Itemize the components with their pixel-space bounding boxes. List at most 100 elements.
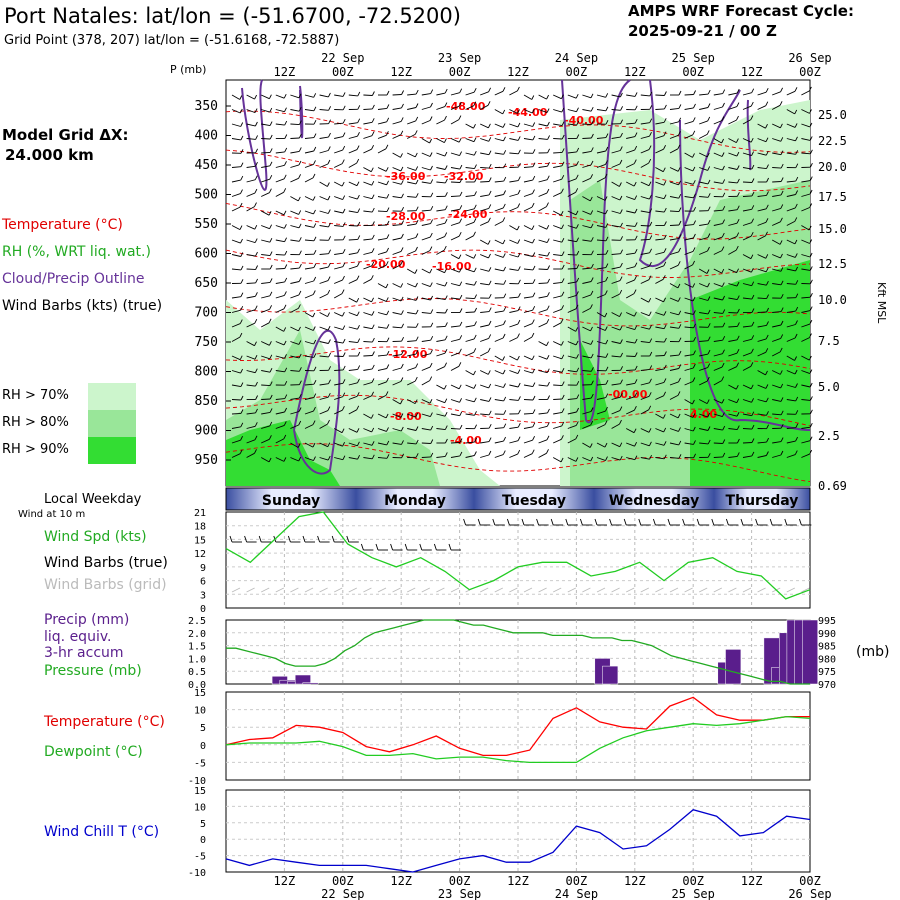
precip-tick: 2.0 <box>188 629 206 640</box>
top-hour-label: 00Z <box>332 65 354 79</box>
wind-barb <box>246 309 256 313</box>
wind-barb <box>582 457 591 462</box>
wind-barb-flag <box>415 193 419 198</box>
wind-barb-flag <box>751 321 755 327</box>
wind-barb-flag <box>239 319 243 324</box>
wind-barb <box>348 409 357 415</box>
bottom-hour-label: 12Z <box>741 874 763 888</box>
wind-barb-flag <box>663 221 667 226</box>
wind-barb <box>801 453 810 458</box>
wind-barb <box>567 424 577 429</box>
wind-barb <box>786 310 796 313</box>
wind-barb-flag <box>779 240 783 245</box>
wind-barb <box>436 236 445 241</box>
wind-barb <box>801 384 811 388</box>
wind-barb-flag <box>707 166 711 171</box>
wind-barb <box>786 220 796 226</box>
pressure-tick-label: 650 <box>195 276 218 291</box>
wind-barb <box>713 181 723 184</box>
wind-barb <box>582 177 591 183</box>
wind-barb <box>699 413 708 418</box>
pressure-tick-label: 900 <box>195 424 218 439</box>
wind-barb <box>348 297 357 303</box>
wind-barb <box>436 106 446 110</box>
wind-barb-flag <box>298 174 302 179</box>
wind-barb-flag <box>721 232 725 238</box>
wind-barb <box>421 181 431 184</box>
wind-barb <box>684 326 694 329</box>
wind-barb-flag <box>780 334 784 339</box>
wind-barb <box>377 264 387 270</box>
wind-barb <box>304 137 315 139</box>
wind-barb <box>450 297 460 300</box>
wind-barb <box>450 384 460 390</box>
legend-rh: RH (%, WRT liq. wat.) <box>2 244 151 260</box>
wind-barb <box>363 108 373 110</box>
wind-barb <box>567 457 577 462</box>
wind-barb-flag <box>517 189 521 195</box>
wind-barb <box>363 251 373 255</box>
wind-barb-flag <box>649 378 652 384</box>
wind-barb-flag <box>794 333 798 339</box>
wind-barb-flag <box>517 382 521 388</box>
wind-barb-flag <box>371 324 375 329</box>
wind-barb <box>771 351 781 357</box>
wind-barb-flag <box>400 247 404 252</box>
wind-barb-flag <box>488 163 492 169</box>
wind-barb-flag <box>254 422 258 427</box>
wind-barb-flag <box>240 382 244 387</box>
wind-barb-flag <box>561 264 565 270</box>
wind-barb <box>465 138 475 143</box>
temperature-contour-label: -28.00 <box>386 210 426 223</box>
temperature-contour-label: -24.00 <box>448 208 488 221</box>
wind-barb <box>523 412 534 415</box>
wind-barb <box>436 268 445 274</box>
wind-barb <box>246 384 256 387</box>
wind-barb-flag <box>342 195 346 200</box>
wind-barb-flag <box>663 180 667 186</box>
precip-tick: 1.5 <box>188 642 206 653</box>
wind-barb <box>596 225 606 228</box>
top-date-label: 22 Sep <box>321 51 364 65</box>
wind-barb-flag <box>649 221 653 227</box>
wind-barb-flag <box>328 366 332 371</box>
wind-barb-flag <box>517 162 521 168</box>
wind-barb <box>275 370 285 373</box>
wind-barb-flag <box>794 217 798 222</box>
wind-barb <box>407 442 417 445</box>
wind-barb-flag <box>531 355 535 360</box>
wind-barb <box>319 266 329 270</box>
wind-barb-flag <box>342 392 346 397</box>
wind-barb <box>494 399 504 402</box>
wind-barb-flag <box>532 162 536 167</box>
wind-barb-flag <box>240 409 244 414</box>
wind-barb <box>553 308 562 313</box>
wind-barb <box>640 94 650 97</box>
wind-barb <box>772 254 781 259</box>
wind-barb <box>290 442 299 448</box>
rh-legend-swatch-90 <box>88 437 136 464</box>
pressure-unit: (mb) <box>856 644 890 660</box>
wind-barb-flag <box>342 145 346 151</box>
wind-barb-flag <box>765 87 769 93</box>
wind-barb-flag <box>692 180 696 185</box>
wind-barb <box>757 105 766 110</box>
wind-barb-flag <box>328 379 331 384</box>
wind-barb-flag <box>386 377 389 383</box>
wind-barb <box>772 123 781 129</box>
wind-barb-flag <box>342 132 346 137</box>
wind-barb-flag <box>605 133 609 138</box>
wind-barb <box>494 355 503 361</box>
wind-barb-grid <box>290 587 299 593</box>
wind-barb <box>655 395 664 400</box>
wind-barb <box>553 239 563 243</box>
wind-barb <box>553 281 563 284</box>
wind-barb <box>363 381 373 386</box>
wind-barb-flag <box>532 189 535 194</box>
pressure-line <box>226 619 810 685</box>
wind-barb-flag <box>736 411 740 417</box>
wind-barb-flag <box>808 355 812 361</box>
wind-barb <box>261 398 271 400</box>
wind-barb-flag <box>795 136 798 142</box>
wind-barb <box>801 426 811 429</box>
